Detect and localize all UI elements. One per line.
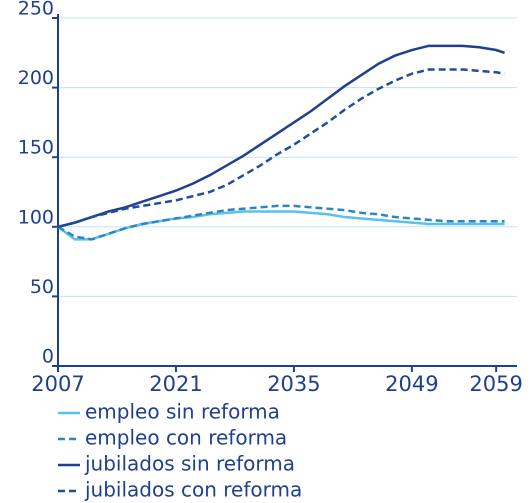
x-tick-label: 2007 bbox=[31, 372, 84, 396]
x-tick-label: 2021 bbox=[149, 372, 202, 396]
y-tick-label: 0 bbox=[42, 346, 54, 368]
x-tick-label: 2049 bbox=[385, 372, 438, 396]
data-line bbox=[57, 68, 505, 229]
x-tick-label: 2035 bbox=[267, 372, 320, 396]
legend-label: jubilados sin reforma bbox=[84, 452, 295, 476]
y-tick-label: 200 bbox=[18, 67, 54, 89]
data-line bbox=[57, 210, 505, 241]
y-tick-label: 50 bbox=[30, 276, 54, 298]
y-tick-label: 250 bbox=[18, 0, 54, 20]
legend-label: empleo con reforma bbox=[85, 426, 287, 450]
y-tick-label: 150 bbox=[18, 137, 54, 159]
y-tick-label: 100 bbox=[18, 206, 54, 228]
x-tick-label: 2059 bbox=[469, 372, 522, 396]
legend-label: jubilados con reforma bbox=[84, 478, 302, 502]
data-line bbox=[57, 44, 505, 229]
data-line bbox=[57, 204, 505, 241]
legend-label: empleo sin reforma bbox=[85, 400, 280, 424]
